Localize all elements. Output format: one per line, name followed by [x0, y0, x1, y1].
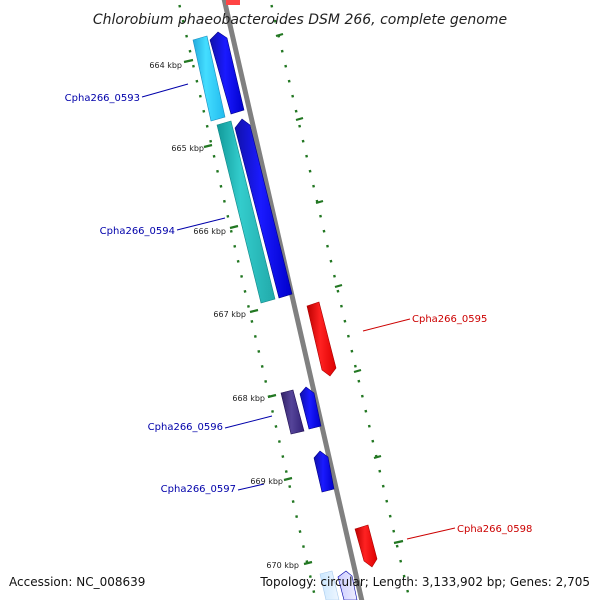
map-title: Chlorobium phaeobacteroides DSM 266, com… [93, 12, 507, 28]
scale-label: 668 kbp [232, 394, 265, 403]
scale-labels: 664 kbp 665 kbp 666 kbp 667 kbp 668 kbp … [149, 61, 299, 570]
gene-label-cpha266-0598[interactable]: Cpha266_0598 [457, 524, 532, 535]
scale-ticks [183, 58, 313, 566]
scale-label: 667 kbp [213, 310, 246, 319]
gene-labels: Cpha266_0593 Cpha266_0594 Cpha266_0595 C… [65, 93, 533, 535]
tick-670 [303, 560, 313, 566]
scale-label: 670 kbp [266, 561, 299, 570]
scale-label: 664 kbp [149, 61, 182, 70]
tick-664 [183, 58, 194, 64]
gene-label-cpha266-0593[interactable]: Cpha266_0593 [65, 93, 140, 104]
gene-label-cpha266-0597[interactable]: Cpha266_0597 [161, 484, 236, 495]
genome-backbone [221, 0, 365, 600]
tick-668 [267, 393, 277, 399]
scale-label: 666 kbp [193, 227, 226, 236]
cog-feature-cpha266-0594[interactable] [216, 120, 276, 304]
tick-667 [249, 308, 259, 314]
gene-fragment-top[interactable] [226, 0, 240, 5]
cds-bottom[interactable] [337, 570, 358, 600]
scale-label: 665 kbp [171, 144, 204, 153]
cog-feature-bottom[interactable] [319, 570, 340, 600]
tick-665 [203, 143, 213, 149]
cds-cpha266-0596[interactable] [299, 386, 322, 430]
cds-cpha266-0597[interactable] [313, 450, 335, 493]
gene-label-cpha266-0595[interactable]: Cpha266_0595 [412, 314, 487, 325]
cds-cpha266-0594[interactable] [234, 118, 293, 299]
tick-669 [283, 476, 293, 482]
genome-summary: Topology: circular; Length: 3,133,902 bp… [259, 575, 590, 589]
label-leaders [141, 83, 456, 540]
outer-ticks [275, 32, 404, 545]
cog-feature-cpha266-0596[interactable] [280, 389, 305, 435]
cds-cpha266-0598[interactable] [354, 524, 378, 568]
cds-cpha266-0595[interactable] [306, 301, 337, 377]
gene-label-cpha266-0596[interactable]: Cpha266_0596 [148, 422, 223, 433]
gene-label-cpha266-0594[interactable]: Cpha266_0594 [100, 226, 175, 237]
cog-feature-cpha266-0593[interactable] [192, 35, 226, 122]
cds-cpha266-0593[interactable] [209, 31, 245, 115]
scale-label: 669 kbp [250, 477, 283, 486]
tick-666 [229, 224, 239, 230]
accession-label: Accession: NC_008639 [9, 575, 145, 589]
